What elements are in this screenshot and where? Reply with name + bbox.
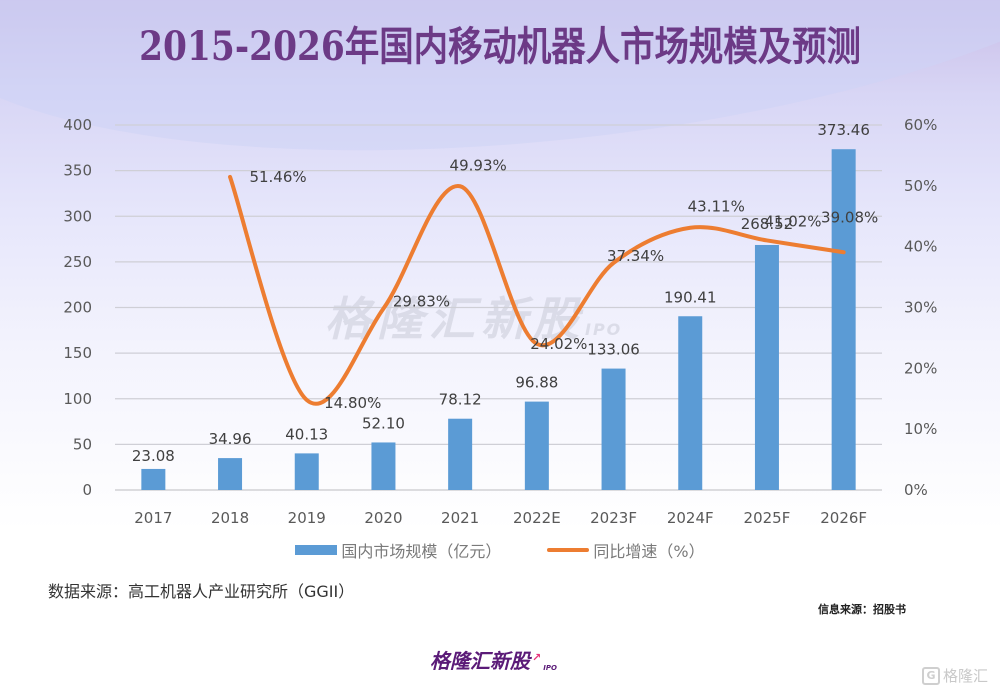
bar-data-label: 133.06 [587, 341, 640, 359]
line-data-label: 39.08% [821, 208, 878, 226]
line-data-label: 49.93% [450, 156, 507, 174]
line-data-label: 37.34% [607, 247, 664, 265]
left-tick-label: 250 [63, 253, 92, 271]
info-source-note: 信息来源：招股书 [818, 603, 906, 616]
bar [371, 442, 396, 490]
right-tick-label: 50% [904, 177, 937, 195]
legend-bar-swatch [295, 545, 338, 555]
bar [524, 401, 549, 490]
legend-label-market-size: 国内市场规模（亿元） [341, 542, 502, 561]
data-source-note: 数据来源：高工机器人产业研究所（GGII） [48, 582, 355, 601]
chart: 0 50 100 150 200 250 300 350 400 0% 10% 20% 30% 40% 5… [63, 116, 937, 527]
legend-line-swatch [547, 548, 590, 552]
right-tick-label: 30% [904, 299, 937, 317]
x-tick-label: 2018 [211, 509, 249, 527]
bar-data-label: 34.96 [209, 430, 252, 448]
growth-rate-line [228, 174, 846, 406]
corner-watermark-text: 格隆汇 [943, 667, 989, 685]
line-data-label: 29.83% [393, 293, 450, 311]
legend: 国内市场规模（亿元） 同比增速（%） [0, 538, 1000, 562]
legend-label-growth-rate: 同比增速（%） [593, 542, 705, 561]
bar [218, 458, 243, 490]
gridlines [115, 124, 882, 491]
corner-watermark: G 格隆汇 [922, 665, 988, 686]
legend-item-growth-rate: 同比增速（%） [547, 538, 705, 562]
x-tick-label: 2020 [364, 509, 402, 527]
line-data-label: 51.46% [249, 168, 306, 186]
bar-data-label: 40.13 [285, 425, 328, 443]
brand-logo-text: 格隆汇新股 [430, 649, 530, 673]
left-tick-label: 300 [63, 207, 92, 225]
x-tick-label: 2021 [441, 509, 479, 527]
bar [141, 468, 166, 490]
bar-data-label: 373.46 [817, 121, 870, 139]
bar-data-label: 96.88 [515, 374, 558, 392]
right-tick-label: 10% [904, 420, 937, 438]
left-tick-label: 150 [63, 344, 92, 362]
left-axis: 0 50 100 150 200 250 300 350 400 [63, 116, 92, 499]
line-data-label: 43.11% [688, 198, 745, 216]
bar [294, 453, 319, 490]
bar-series [141, 149, 856, 490]
bar-data-label: 190.41 [664, 288, 717, 306]
line-data-labels: 51.46% 14.80% 29.83% 49.93% 24.02% 37.34% 43.1… [249, 156, 878, 412]
x-tick-label: 2019 [288, 509, 326, 527]
x-tick-label: 2026F [820, 509, 867, 527]
bar [754, 244, 779, 490]
x-tick-label: 2025F [744, 509, 791, 527]
bar-data-label: 23.08 [132, 447, 175, 465]
left-tick-label: 50 [73, 435, 92, 453]
bar [831, 149, 856, 490]
right-tick-label: 40% [904, 238, 937, 256]
line-data-label: 41.02% [764, 212, 821, 230]
brand-logo: 格隆汇新股 ↗ IPO [430, 645, 557, 674]
page-title: 2015-2026年国内移动机器人市场规模及预测 [139, 23, 861, 70]
line-series [228, 174, 846, 406]
x-tick-label: 2017 [134, 509, 172, 527]
x-tick-label: 2023F [590, 509, 637, 527]
bar [601, 368, 626, 490]
x-tick-label: 2022E [513, 509, 561, 527]
brand-logo-suffix: IPO [543, 664, 557, 672]
line-data-label: 24.02% [530, 335, 587, 353]
right-tick-label: 0% [904, 481, 928, 499]
bar-data-label: 52.10 [362, 414, 405, 432]
left-tick-label: 100 [63, 390, 92, 408]
right-tick-label: 60% [904, 116, 937, 134]
bar-data-label: 268.52 [741, 215, 794, 233]
line-data-label: 14.80% [324, 394, 381, 412]
g-logo-icon: G [922, 666, 940, 685]
left-tick-label: 350 [63, 162, 92, 180]
bar [448, 418, 473, 490]
right-tick-label: 20% [904, 359, 937, 377]
left-tick-label: 200 [63, 299, 92, 317]
x-tick-label: 2024F [667, 509, 714, 527]
right-axis: 0% 10% 20% 30% 40% 50% 60% [904, 116, 937, 499]
trend-arrow-icon: ↗ [532, 651, 542, 664]
x-axis: 2017 2018 2019 2020 2021 2022E 2023F 2024F 2025F… [134, 509, 867, 527]
bar [678, 316, 703, 490]
bar-data-label: 78.12 [439, 391, 482, 409]
left-tick-label: 0 [82, 481, 92, 499]
bar-data-labels: 23.08 34.96 40.13 52.10 78.12 96.88 133.06 190.… [132, 121, 870, 465]
left-tick-label: 400 [63, 116, 92, 134]
legend-item-market-size: 国内市场规模（亿元） [295, 538, 501, 562]
